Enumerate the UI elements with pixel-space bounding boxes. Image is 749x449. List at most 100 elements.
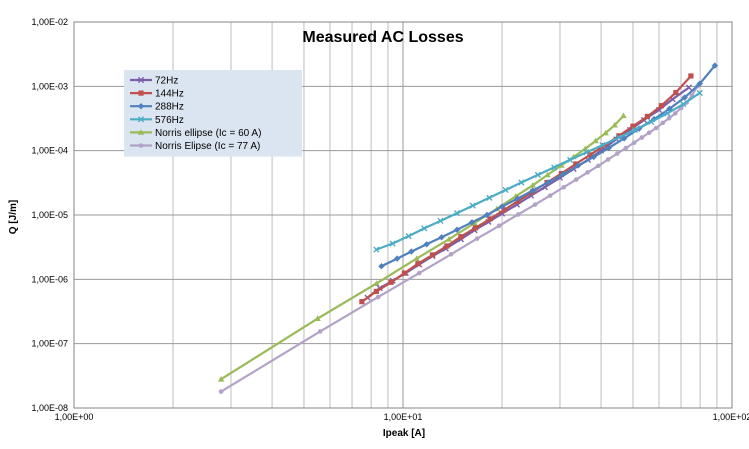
data-point bbox=[408, 248, 415, 255]
data-point bbox=[373, 246, 380, 253]
legend-label: 144Hz bbox=[155, 89, 184, 100]
data-point bbox=[685, 84, 693, 91]
legend-swatch-marker bbox=[137, 76, 145, 84]
data-point bbox=[615, 134, 622, 141]
data-point bbox=[688, 73, 694, 79]
tick-labels: 1,00E+00 1,00E+01 1,00E+02 1,00E-08 1,00E-07… bbox=[31, 17, 749, 422]
series-144hz bbox=[359, 73, 694, 305]
legend-entry: 576Hz bbox=[130, 115, 184, 126]
data-point bbox=[502, 186, 509, 194]
data-point bbox=[388, 279, 394, 285]
data-point bbox=[664, 110, 671, 117]
data-point bbox=[487, 216, 493, 222]
data-point bbox=[658, 103, 664, 109]
legend-label: 72Hz bbox=[155, 76, 178, 87]
data-point bbox=[472, 225, 479, 231]
chart-title: Measured AC Losses bbox=[302, 29, 463, 46]
data-point bbox=[359, 299, 365, 305]
data-point bbox=[375, 294, 381, 300]
data-point bbox=[448, 251, 454, 257]
data-point bbox=[389, 240, 396, 247]
data-point bbox=[583, 149, 590, 156]
legend-label: 576Hz bbox=[155, 115, 184, 126]
data-point bbox=[529, 187, 536, 194]
data-point bbox=[544, 171, 551, 178]
data-point bbox=[438, 234, 445, 241]
data-point bbox=[474, 236, 480, 241]
data-point bbox=[560, 171, 567, 178]
data-point bbox=[393, 255, 401, 262]
plot-area-frame bbox=[73, 21, 733, 409]
data-point bbox=[595, 163, 601, 169]
y-tick-label: 1,00E-03 bbox=[31, 81, 68, 91]
y-tick-label: 1,00E-02 bbox=[31, 17, 68, 27]
data-point bbox=[573, 177, 579, 182]
data-point bbox=[660, 120, 666, 126]
data-point bbox=[711, 62, 719, 69]
data-point bbox=[666, 115, 672, 121]
legend-swatch-marker bbox=[137, 129, 145, 135]
y-axis-title: Q [J/m] bbox=[8, 200, 19, 234]
series-layer bbox=[217, 62, 719, 394]
data-point bbox=[429, 252, 436, 258]
data-point bbox=[605, 144, 612, 152]
data-point bbox=[373, 280, 380, 286]
data-point bbox=[599, 142, 606, 149]
data-point bbox=[666, 105, 673, 112]
data-point bbox=[458, 234, 464, 240]
data-point bbox=[518, 179, 525, 186]
data-point bbox=[620, 112, 627, 119]
data-point bbox=[611, 121, 618, 128]
data-point bbox=[423, 241, 430, 248]
series-line bbox=[220, 85, 699, 393]
data-point bbox=[582, 145, 589, 152]
data-point bbox=[416, 270, 422, 276]
data-point bbox=[405, 233, 412, 240]
data-point bbox=[453, 226, 461, 233]
legend-swatch-marker bbox=[138, 143, 144, 148]
series-norris-elipse-ic-77-a- bbox=[218, 84, 700, 394]
legend-entry: 288Hz bbox=[130, 102, 184, 113]
y-tick-label: 1,00E-08 bbox=[31, 403, 68, 413]
data-point bbox=[681, 94, 688, 101]
data-point bbox=[544, 179, 552, 186]
legend-entry: 72Hz bbox=[130, 76, 178, 87]
data-point bbox=[515, 212, 521, 217]
data-point bbox=[496, 223, 502, 229]
data-point bbox=[514, 195, 521, 202]
data-point bbox=[602, 142, 608, 149]
x-tick-label: 1,00E+01 bbox=[384, 412, 423, 422]
data-point bbox=[547, 193, 553, 198]
data-point bbox=[587, 152, 593, 158]
series-576hz bbox=[373, 89, 703, 253]
data-point bbox=[585, 170, 590, 175]
data-point bbox=[498, 203, 506, 210]
data-point bbox=[469, 202, 476, 209]
data-point bbox=[696, 80, 703, 87]
data-point bbox=[218, 389, 224, 394]
data-point bbox=[415, 261, 421, 267]
data-point bbox=[575, 162, 582, 169]
data-point bbox=[673, 89, 679, 96]
data-point bbox=[614, 151, 620, 156]
legend: 72Hz 144Hz 288Hz 576Hz Norris ellipse (Ic = … bbox=[124, 70, 302, 157]
data-point bbox=[631, 140, 637, 145]
legend-label: 288Hz bbox=[155, 102, 184, 113]
data-point bbox=[561, 184, 567, 190]
data-point bbox=[437, 217, 444, 224]
data-point bbox=[314, 315, 321, 322]
y-tick-label: 1,00E-04 bbox=[31, 146, 68, 156]
data-point bbox=[605, 157, 611, 162]
data-point bbox=[631, 126, 639, 134]
legend-swatch-marker bbox=[137, 116, 145, 123]
data-point bbox=[630, 123, 636, 129]
data-point bbox=[590, 153, 597, 161]
y-tick-label: 1,00E-06 bbox=[31, 274, 68, 284]
data-point bbox=[672, 111, 678, 116]
data-point bbox=[453, 210, 461, 217]
y-tick-label: 1,00E-05 bbox=[31, 210, 68, 220]
data-point bbox=[444, 243, 450, 249]
